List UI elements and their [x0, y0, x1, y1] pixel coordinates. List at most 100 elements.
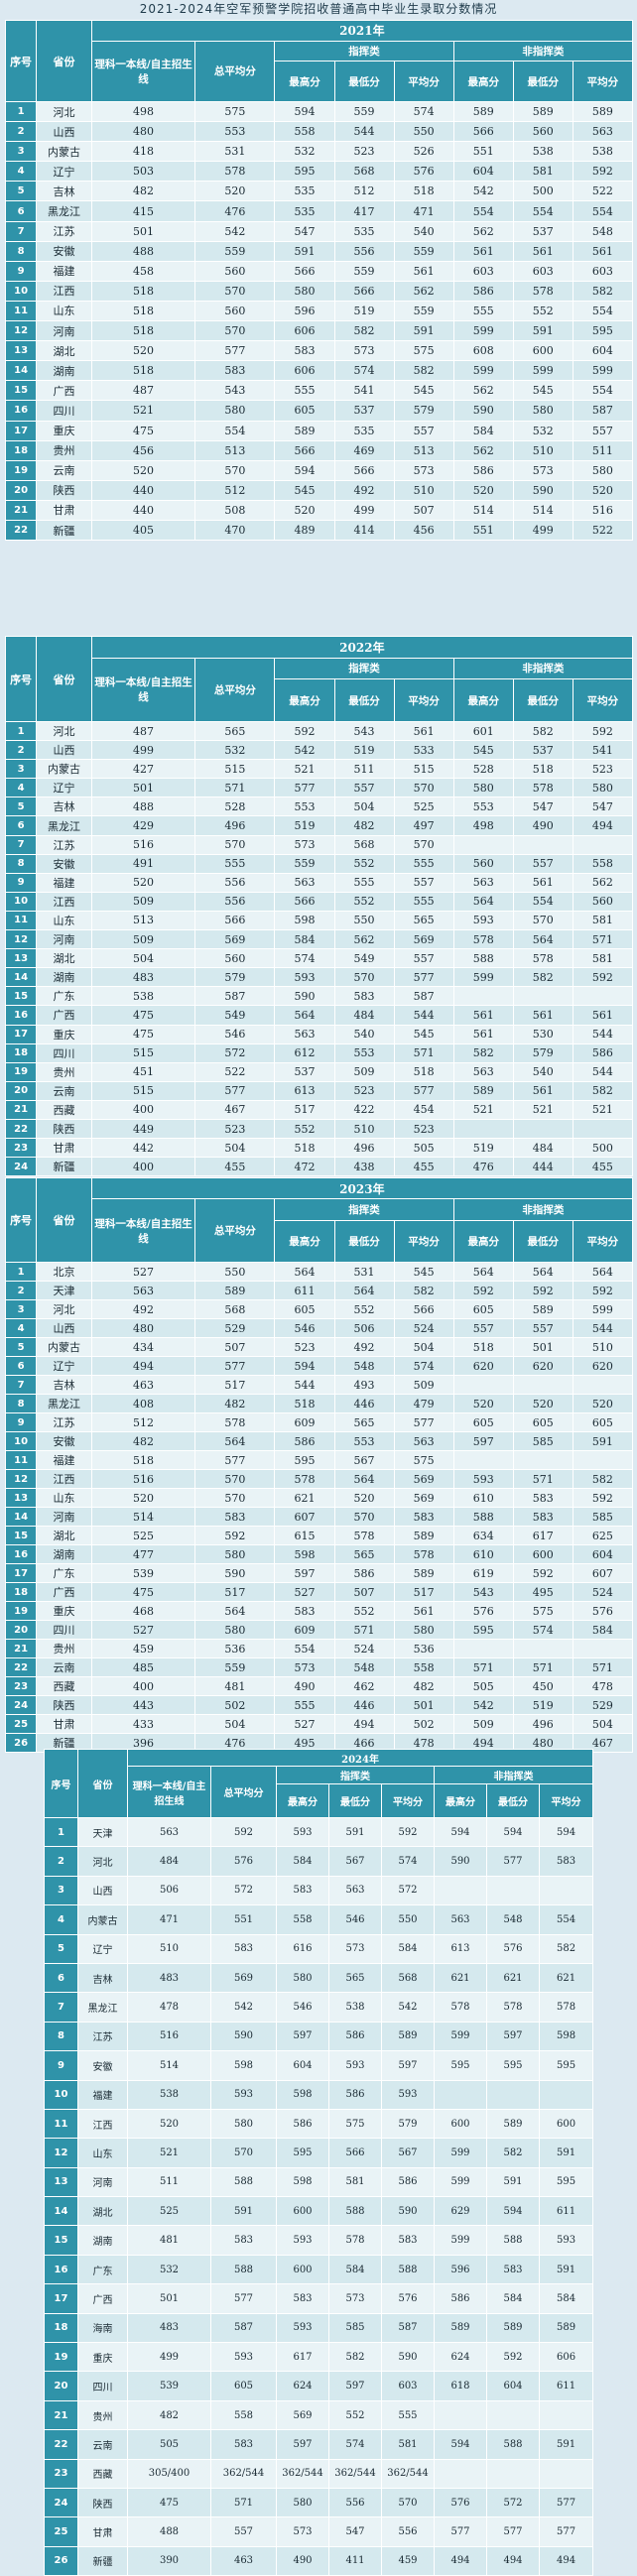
table-row: 10 安徽 482 564 586 553 563 597 585 591: [4, 1431, 634, 1451]
cell-avg: 580: [194, 1544, 276, 1564]
cell-province: 陕西: [77, 2487, 128, 2518]
cell-command-mean: 567: [381, 2138, 435, 2168]
cell-avg: 558: [210, 2399, 277, 2431]
cell-line: 525: [127, 2196, 211, 2227]
cell-avg: 546: [194, 1024, 276, 1044]
table-row: 22 云南 485 559 573 548 558 571 571 571: [4, 1657, 634, 1677]
cell-noncommand-max: 576: [434, 2487, 487, 2518]
cell-noncommand-min: [512, 1375, 573, 1395]
cell-index: 25: [4, 1714, 38, 1734]
cell-noncommand-mean: 604: [572, 340, 634, 362]
cell-command-min: 520: [333, 1488, 395, 1508]
cell-province: 黑龙江: [77, 1992, 128, 2023]
cell-command-max: 597: [276, 2429, 329, 2460]
cell-province: 河北: [36, 720, 92, 742]
cell-line: 475: [90, 1005, 196, 1026]
table-row: 24 陕西 475 571 580 556 570 576 572 577: [44, 2487, 594, 2518]
cell-avg: 542: [194, 220, 276, 242]
cell-province: 新疆: [36, 519, 92, 542]
cell-noncommand-mean: [572, 1450, 634, 1470]
cell-command-min: 523: [333, 141, 395, 163]
cell-index: 1: [4, 100, 38, 123]
cell-province: 北京: [36, 1262, 92, 1282]
cell-noncommand-min: 588: [486, 2225, 540, 2256]
cell-command-max: 590: [274, 986, 335, 1007]
cell-command-mean: 555: [393, 891, 454, 912]
cell-command-min: 548: [333, 1356, 395, 1376]
header-noncommand: 非指挥类: [452, 40, 634, 61]
cell-noncommand-mean: [538, 2079, 594, 2110]
cell-command-max: 594: [274, 100, 335, 123]
cell-noncommand-max: [434, 2458, 487, 2489]
cell-noncommand-max: 557: [452, 1318, 514, 1338]
cell-noncommand-min: 578: [486, 1992, 540, 2023]
table-row: 9 福建 520 556 563 555 557 563 561 562: [4, 872, 634, 893]
cell-avg: 598: [210, 2050, 277, 2081]
score-table-2: 序号 省份 2023年 理科一本线/自主招生线 总平均分 指挥类 非指挥类 最高分 最低分 平均分…: [4, 1176, 634, 1753]
cell-index: 16: [44, 2254, 78, 2285]
cell-province: 河北: [77, 1846, 128, 1877]
cell-command-min: 564: [333, 1469, 395, 1489]
header-command: 指挥类: [276, 1766, 435, 1784]
cell-noncommand-max: 605: [452, 1412, 514, 1432]
cell-avg: 504: [194, 1138, 276, 1159]
cell-index: 5: [4, 181, 38, 202]
cell-line: 501: [127, 2283, 211, 2314]
cell-command-max: 555: [274, 380, 335, 402]
cell-line: 518: [90, 360, 196, 382]
cell-noncommand-mean: 544: [572, 1024, 634, 1044]
cell-line: 512: [90, 1412, 196, 1432]
cell-index: 5: [4, 797, 38, 817]
table-row: 3 河北 492 568 605 552 566 605 589 599: [4, 1299, 634, 1319]
table-row: 4 辽宁 501 571 577 557 570 580 578 580: [4, 778, 634, 798]
cell-index: 4: [44, 1904, 78, 1935]
cell-line: 505: [127, 2429, 211, 2460]
cell-command-mean: 513: [393, 439, 454, 461]
cell-noncommand-mean: 591: [538, 2429, 594, 2460]
cell-avg: 590: [194, 1563, 276, 1583]
table-row: 6 黑龙江 429 496 519 482 497 498 490 494: [4, 815, 634, 836]
cell-line: 521: [127, 2138, 211, 2168]
cell-index: 17: [4, 1024, 38, 1044]
cell-command-mean: 525: [393, 797, 454, 817]
cell-noncommand-mean: [538, 2458, 594, 2489]
cell-avg: 504: [194, 1714, 276, 1734]
cell-noncommand-mean: [538, 2399, 594, 2431]
cell-line: 440: [90, 479, 196, 501]
cell-avg: 557: [210, 2516, 277, 2547]
table-row: 7 吉林 463 517 544 493 509: [4, 1375, 634, 1395]
cell-command-max: 566: [274, 260, 335, 282]
cell-avg: 566: [194, 910, 276, 931]
cell-line: 491: [90, 853, 196, 874]
cell-command-mean: 497: [393, 815, 454, 836]
cell-line: 483: [127, 2312, 211, 2344]
cell-index: 17: [4, 420, 38, 441]
cell-index: 15: [4, 986, 38, 1007]
cell-command-max: 523: [274, 1337, 335, 1357]
table-row: 3 内蒙古 427 515 521 511 515 528 518 523: [4, 759, 634, 780]
cell-noncommand-mean: 538: [572, 141, 634, 163]
header-province: 省份: [36, 1177, 92, 1263]
cell-command-mean: 559: [393, 240, 454, 262]
cell-command-mean: 580: [393, 1620, 454, 1640]
cell-avg: 560: [194, 300, 276, 322]
cell-command-mean: 575: [393, 340, 454, 362]
cell-command-min: 531: [333, 1262, 395, 1282]
cell-province: 贵州: [36, 1639, 92, 1658]
cell-command-mean: 561: [393, 1601, 454, 1621]
cell-index: 20: [44, 2371, 78, 2401]
cell-index: 11: [4, 1450, 38, 1470]
cell-index: 10: [4, 280, 38, 302]
cell-noncommand-mean: 576: [572, 1601, 634, 1621]
cell-index: 19: [44, 2342, 78, 2373]
cell-avg: 564: [194, 1601, 276, 1621]
cell-province: 天津: [36, 1281, 92, 1300]
cell-province: 江苏: [36, 834, 92, 855]
cell-command-mean: 586: [381, 2166, 435, 2198]
table-row: 20 云南 515 577 613 523 577 589 561 582: [4, 1080, 634, 1101]
cell-command-mean: 563: [393, 1431, 454, 1451]
cell-index: 3: [44, 1875, 78, 1906]
cell-noncommand-max: 619: [452, 1563, 514, 1583]
header-command: 指挥类: [274, 40, 454, 61]
cell-line: 518: [90, 300, 196, 322]
